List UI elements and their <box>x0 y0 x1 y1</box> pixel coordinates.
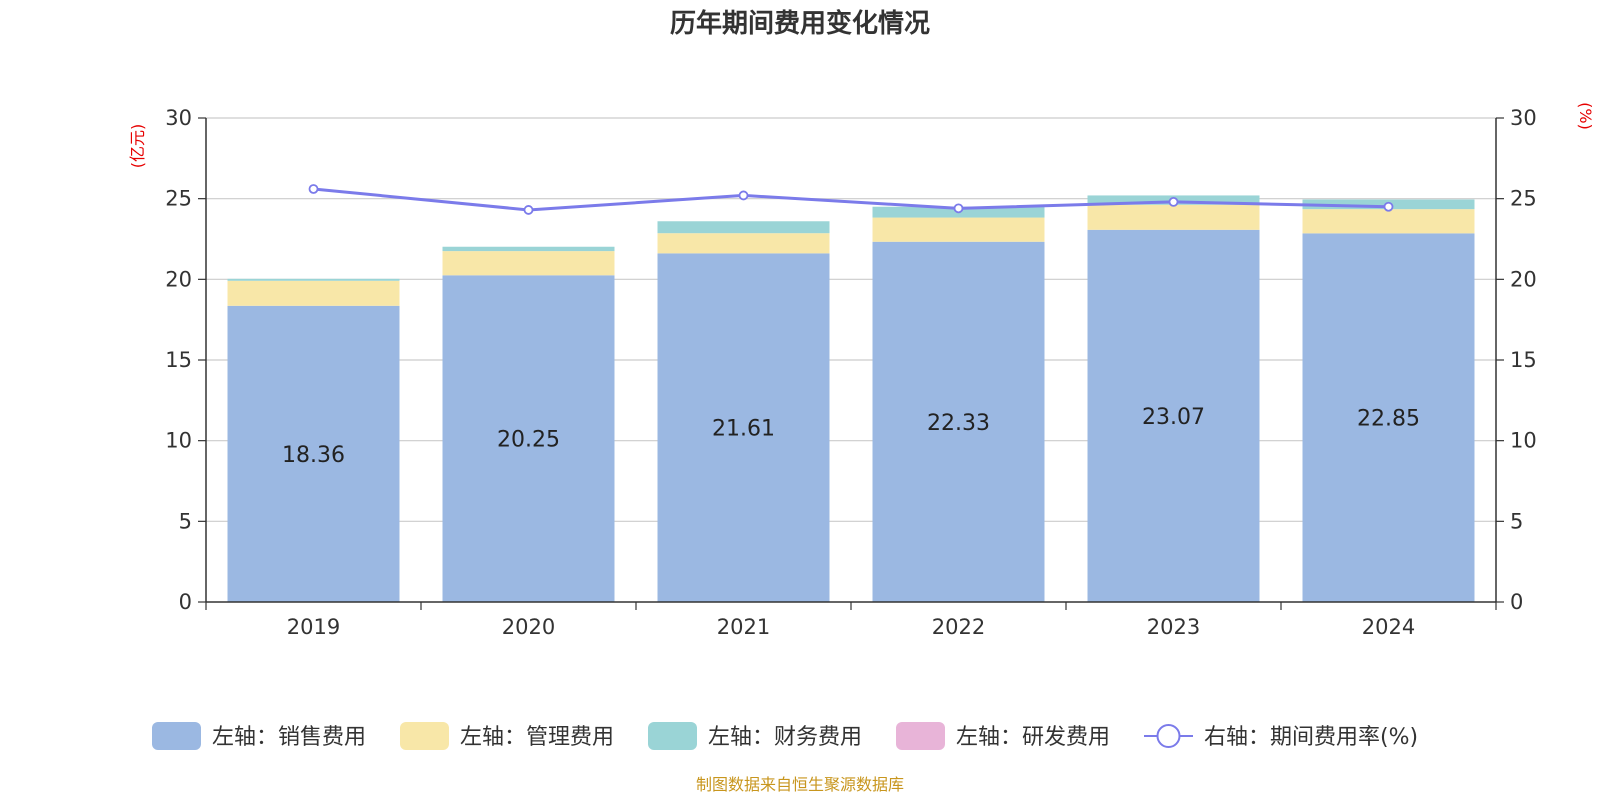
legend-label: 左轴：销售费用 <box>212 725 366 750</box>
bar-segment <box>1087 204 1260 230</box>
legend-label: 左轴：管理费用 <box>460 725 614 750</box>
data-source-note: 制图数据来自恒生聚源数据库 <box>696 775 904 794</box>
right-axis-tick-label: 25 <box>1510 187 1537 211</box>
right-axis-tick-label: 15 <box>1510 348 1537 372</box>
bar-segment <box>227 278 400 281</box>
left-axis-tick-label: 5 <box>179 509 192 533</box>
bar-segment <box>872 217 1045 242</box>
x-axis-tick-label: 2019 <box>287 615 340 639</box>
x-axis-tick-label: 2021 <box>717 615 770 639</box>
bar-data-label: 20.25 <box>497 428 560 453</box>
x-axis-tick-label: 2022 <box>932 615 985 639</box>
left-axis-tick-label: 15 <box>165 348 192 372</box>
legend-label: 右轴：期间费用率(%) <box>1204 725 1418 750</box>
right-axis-tick-label: 10 <box>1510 429 1537 453</box>
legend-item[interactable]: 右轴：期间费用率(%) <box>1144 724 1418 750</box>
left-axis-tick-label: 20 <box>165 267 192 291</box>
rate-data-point <box>738 190 749 201</box>
legend-item[interactable]: 左轴：研发费用 <box>896 722 1110 750</box>
bar-data-label: 21.61 <box>712 417 775 442</box>
rate-data-point <box>308 184 319 194</box>
bar-data-label: 18.36 <box>282 443 345 468</box>
bar-data-label: 23.07 <box>1142 405 1205 430</box>
legend-label: 左轴：研发费用 <box>956 725 1110 750</box>
left-axis-tick-label: 30 <box>165 106 192 130</box>
rate-data-point <box>523 205 534 215</box>
bar-segment <box>442 275 615 602</box>
rate-data-point <box>1168 196 1179 207</box>
legend-swatch <box>896 722 945 750</box>
legend-swatch <box>400 722 449 750</box>
right-axis-tick-label: 30 <box>1510 106 1537 130</box>
legend-swatch <box>152 722 201 750</box>
bar-segment <box>872 241 1045 602</box>
legend-swatch <box>648 722 697 750</box>
left-axis-tick-label: 0 <box>179 590 192 614</box>
right-axis-tick-label: 20 <box>1510 267 1537 291</box>
chart-title: 历年期间费用变化情况 <box>670 8 930 39</box>
x-axis-tick-label: 2020 <box>502 615 555 639</box>
right-axis-tick-label: 0 <box>1510 590 1523 614</box>
axes: 0 5 10 15 20 25 30 0 5 10 15 20 25 30 2019 2020 2021 2022… <box>165 106 1536 639</box>
bar-segment <box>442 246 615 252</box>
left-axis-tick-label: 10 <box>165 429 192 453</box>
legend-label: 左轴：财务费用 <box>708 725 862 750</box>
bar-segment <box>442 251 615 276</box>
bar-segment <box>227 280 400 306</box>
legend-marker <box>1156 724 1181 748</box>
left-axis-unit: (亿元) <box>128 124 147 169</box>
bar-data-label: 22.33 <box>927 411 990 436</box>
legend-item[interactable]: 左轴：管理费用 <box>400 722 614 750</box>
right-axis-tick-label: 5 <box>1510 509 1523 533</box>
legend-item[interactable]: 左轴：销售费用 <box>152 722 366 750</box>
bar-segment <box>227 305 400 602</box>
legend-item[interactable]: 左轴：财务费用 <box>648 722 862 750</box>
bar-segment <box>657 221 830 234</box>
left-axis-tick-label: 25 <box>165 187 192 211</box>
x-axis-tick-label: 2024 <box>1362 615 1415 639</box>
bar-segment <box>1302 209 1475 234</box>
rate-series-line <box>313 187 1389 212</box>
bar-segment <box>1087 229 1260 602</box>
rate-data-point <box>953 203 964 214</box>
bar-segment <box>657 253 830 602</box>
rate-line <box>308 184 1394 215</box>
rate-data-point <box>1383 201 1394 212</box>
bar-data-label: 22.85 <box>1357 407 1420 432</box>
bar-segment <box>1302 233 1475 602</box>
legend[interactable]: 左轴：销售费用 左轴：管理费用 左轴：财务费用 左轴：研发费用 右轴：期间费用率(%) <box>152 722 1418 750</box>
right-axis-unit: (%) <box>1576 102 1595 130</box>
bars: 18.36 20.25 21.61 22.33 23.07 22.85 <box>227 195 1475 602</box>
x-axis-tick-label: 2023 <box>1147 615 1200 639</box>
bar-segment <box>657 233 830 254</box>
